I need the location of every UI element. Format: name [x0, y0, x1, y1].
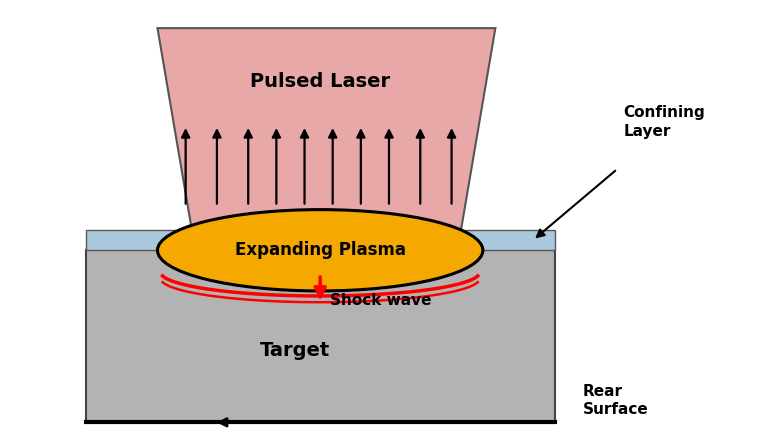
Text: Confining
Layer: Confining Layer: [624, 105, 706, 139]
Text: Pulsed Laser: Pulsed Laser: [250, 72, 391, 91]
Text: Rear
Surface: Rear Surface: [583, 384, 649, 417]
Ellipse shape: [157, 210, 483, 291]
Bar: [86, 230, 555, 250]
Text: Expanding Plasma: Expanding Plasma: [235, 241, 405, 259]
Text: Target: Target: [260, 341, 331, 360]
Polygon shape: [157, 28, 496, 230]
Text: Shock wave: Shock wave: [330, 293, 431, 308]
Bar: [86, 250, 555, 422]
